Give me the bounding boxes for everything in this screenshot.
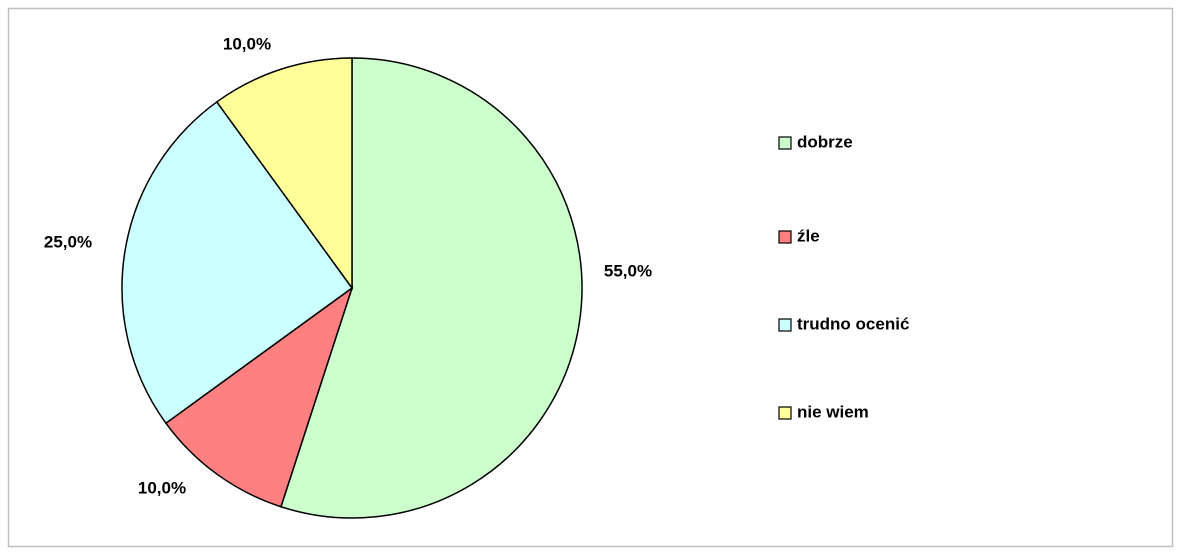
- legend-swatch: [778, 230, 792, 244]
- data-label: 10,0%: [223, 34, 271, 53]
- legend-label: dobrze: [797, 132, 853, 151]
- pie-slice: [164, 286, 354, 508]
- data-label: 25,0%: [44, 232, 92, 251]
- legend-swatch: [778, 136, 792, 150]
- pie-slice: [121, 100, 354, 425]
- data-label: 10,0%: [138, 478, 186, 497]
- legend-label: nie wiem: [797, 402, 869, 421]
- pie-slice: [279, 57, 583, 519]
- legend-label: trudno ocenić: [797, 314, 909, 333]
- legend-swatch: [778, 406, 792, 420]
- pie-slice: [215, 57, 353, 291]
- legend-swatch: [778, 318, 792, 332]
- data-label: 55,0%: [604, 261, 652, 280]
- legend-label: źle: [797, 226, 820, 245]
